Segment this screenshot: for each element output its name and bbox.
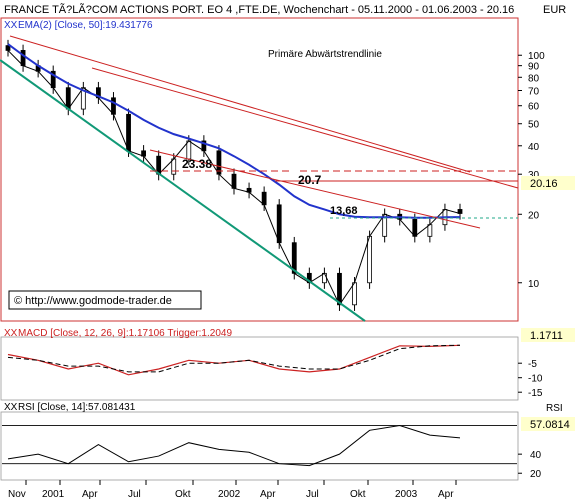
- x-tick-label: Jul: [128, 489, 141, 500]
- rsi-y-tick-label: 20: [530, 469, 542, 480]
- macd-y-tick-label: -10: [528, 374, 543, 385]
- ema-series-line: [7, 43, 461, 219]
- last-price-value: 20.16: [530, 178, 558, 190]
- lower-channel-line: [149, 149, 481, 229]
- price-y-tick-label: 20: [528, 210, 540, 221]
- price-y-tick-label: 70: [528, 86, 540, 97]
- price-y-tick-label: 80: [528, 73, 540, 84]
- trendline-annotation: Primäre Abwärtstrendlinie: [268, 49, 382, 60]
- price-candle-body: [412, 218, 418, 237]
- watermark-box: [8, 290, 202, 310]
- x-tick-label: Okt: [350, 489, 366, 500]
- annotation-13-68: 13,68: [330, 205, 358, 217]
- price-y-tick-label: 90: [528, 62, 540, 73]
- rsi-plot: [2, 425, 517, 467]
- price-candle-body: [20, 50, 26, 67]
- price-candle-body: [261, 191, 267, 206]
- x-tick-label: 2002: [218, 489, 241, 500]
- support-trend-line: [0, 59, 366, 322]
- macd-y-tick-label: -15: [528, 388, 543, 399]
- watermark-text: © http://www.godmode-trader.de: [14, 295, 172, 307]
- x-tick-label: Apr: [260, 489, 276, 500]
- price-y-tick-label: 60: [528, 102, 540, 113]
- rsi-y-tick-label: 40: [530, 450, 542, 461]
- rsi-marker: XX: [4, 402, 18, 413]
- price-candle-body: [337, 272, 342, 306]
- macd-marker: XX: [4, 328, 18, 339]
- price-plot: [5, 39, 463, 311]
- annotation-23-38: 23.38: [182, 157, 212, 171]
- price-candle-body: [111, 97, 116, 115]
- rsi-label: RSI [Close, 14]:57.081431: [18, 402, 136, 413]
- x-tick-label: 2001: [42, 489, 65, 500]
- x-axis: Nov 2001 Apr Jul Okt 2002 Apr Jul Okt 2003 Apr: [8, 480, 457, 500]
- price-y-tick-label: 100: [528, 51, 545, 62]
- price-y-tick-label: 40: [528, 142, 540, 153]
- rsi-last-value: 57.0814: [530, 419, 570, 431]
- price-candle-body: [367, 235, 373, 284]
- rsi-panel-frame: [0, 411, 519, 481]
- price-candle-body: [231, 173, 237, 189]
- macd-badge: [521, 328, 575, 342]
- x-tick-label: Nov: [8, 489, 26, 500]
- price-candle-body: [126, 113, 131, 152]
- macd-plot: [7, 344, 461, 376]
- price-candle-body: [352, 282, 357, 306]
- rsi-y-axis: 40 20: [518, 450, 542, 480]
- x-tick-label: Jul: [306, 489, 319, 500]
- trigger-series-line: [7, 344, 461, 373]
- x-tick-label: Apr: [438, 489, 454, 500]
- upper-trend-line: [9, 35, 471, 173]
- currency-label: EUR: [543, 4, 566, 16]
- price-candle-body: [65, 87, 71, 110]
- price-y-tick-label: 50: [528, 120, 540, 131]
- x-tick-label: 2003: [395, 489, 418, 500]
- x-tick-label: Apr: [82, 489, 98, 500]
- close-series-line: [7, 50, 461, 306]
- macd-y-axis: -5 -10 -15: [518, 359, 543, 399]
- macd-y-tick-label: -5: [528, 359, 537, 370]
- annotation-20-7: 20.7: [298, 173, 322, 187]
- ema-marker: XX: [4, 20, 18, 31]
- price-panel-frame: [0, 17, 519, 322]
- macd-panel-frame: [0, 336, 519, 401]
- price-y-tick-label: 10: [528, 279, 540, 290]
- price-candle-body: [276, 204, 282, 244]
- ema-label: EMA(2) [Close, 50]:19.431776: [18, 20, 153, 31]
- last-price-badge: [521, 176, 575, 190]
- price-candle-body: [171, 158, 177, 175]
- macd-last-value: 1.1711: [530, 330, 563, 342]
- rsi-axis-label: RSI: [546, 403, 563, 414]
- macd-label: MACD [Close, 12, 26, 9]:1.17106 Trigger:…: [18, 328, 232, 339]
- rsi-series-line: [7, 425, 461, 467]
- price-candle-body: [427, 224, 433, 237]
- price-y-tick-label: 30: [528, 170, 540, 181]
- chart-title: FRANCE TÃ?LÃ?COM ACTIONS PORT. EO 4 ,FTE…: [4, 3, 514, 16]
- rsi-badge: [521, 417, 575, 431]
- x-tick-label: Okt: [175, 489, 191, 500]
- primary-downtrend-line: [91, 67, 519, 189]
